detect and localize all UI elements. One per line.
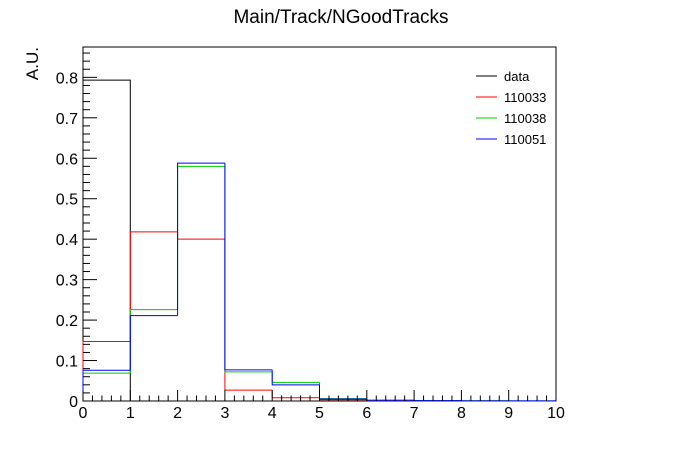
legend: data 110033 110038 110051 — [476, 69, 546, 147]
legend-label-110051: 110051 — [504, 132, 546, 147]
x-tick-label-10: 10 — [547, 405, 565, 422]
x-tick-label-8: 8 — [457, 405, 466, 422]
legend-label-110038: 110038 — [504, 111, 546, 126]
y-tick-label-4: 0.4 — [56, 232, 78, 249]
bin-110051-3 — [224, 163, 273, 371]
y-axis-label: A.U. — [23, 47, 42, 80]
y-tick-label-2: 0.2 — [56, 313, 78, 330]
bin-110051-1 — [129, 315, 178, 371]
y-tick-label-0: 0 — [69, 394, 78, 411]
y-tick-label-1: 0.1 — [56, 354, 78, 371]
y-tick-label-8: 0.8 — [56, 70, 78, 87]
x-tick-label-0: 0 — [79, 405, 88, 422]
x-tick-label-7: 7 — [410, 405, 419, 422]
bin-110051-4 — [271, 369, 320, 386]
y-tick-label-6: 0.6 — [56, 151, 78, 168]
x-tick-label-2: 2 — [173, 405, 182, 422]
x-tick-label-3: 3 — [220, 405, 229, 422]
legend-label-110033: 110033 — [504, 90, 546, 105]
chart-title: Main/Track/NGoodTracks — [233, 7, 448, 28]
x-tick-label-6: 6 — [362, 405, 371, 422]
x-tick-label-9: 9 — [504, 405, 513, 422]
bin-110051-2 — [177, 162, 225, 316]
y-tick-label-3: 0.3 — [56, 273, 78, 290]
y-tick-label-5: 0.5 — [56, 192, 78, 209]
x-tick-label-1: 1 — [126, 405, 135, 422]
x-tick-label-4: 4 — [268, 405, 277, 422]
bin-110033-1 — [129, 231, 178, 342]
x-tick-label-5: 5 — [315, 405, 324, 422]
y-tick-label-7: 0.7 — [56, 111, 78, 128]
legend-label-data: data — [504, 69, 530, 84]
axis-layer: 0 1 2 3 4 5 6 7 8 9 10 0 0.1 0.2 0.3 0.4 0.5 0.6 0.7 0.8 — [56, 52, 565, 422]
